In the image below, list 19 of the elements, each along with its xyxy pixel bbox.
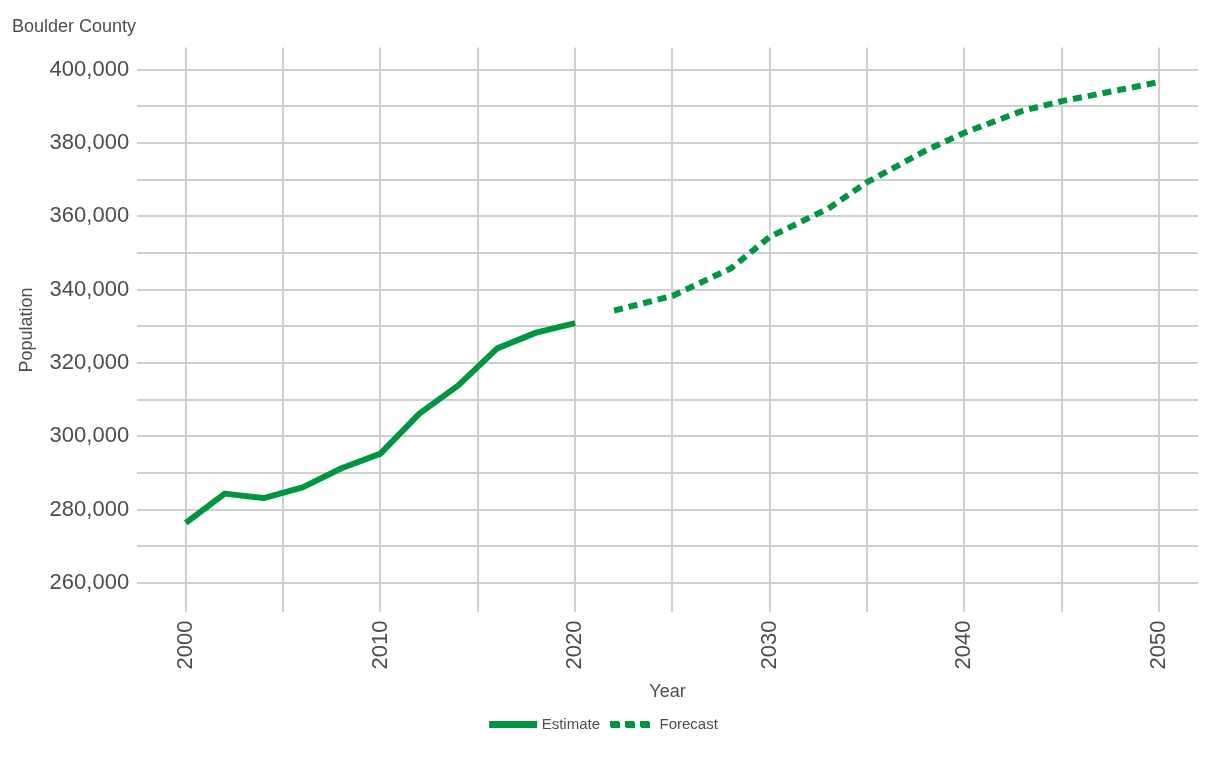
chart-title: Boulder County: [12, 15, 137, 36]
x-axis-title: Year: [649, 681, 686, 702]
x-tick-label: 2020: [561, 620, 587, 670]
y-tick-label: 340,000: [49, 275, 130, 301]
y-axis-title: Population: [15, 287, 36, 373]
x-tick-label: 2010: [366, 620, 392, 670]
y-tick-label: 320,000: [49, 349, 130, 375]
x-tick-label: 2040: [950, 620, 976, 670]
y-tick-label: 360,000: [49, 202, 130, 228]
y-tick-label: 400,000: [49, 55, 130, 81]
legend-label: Forecast: [659, 714, 719, 732]
y-tick-label: 380,000: [49, 129, 130, 155]
x-tick-label: 2050: [1145, 620, 1171, 670]
x-tick-label: 2000: [171, 620, 197, 670]
x-tick-label: 2030: [755, 620, 781, 670]
y-tick-label: 280,000: [49, 495, 130, 521]
y-tick-label: 300,000: [49, 422, 130, 448]
y-tick-label: 260,000: [49, 569, 130, 595]
legend-label: Estimate: [541, 714, 601, 732]
